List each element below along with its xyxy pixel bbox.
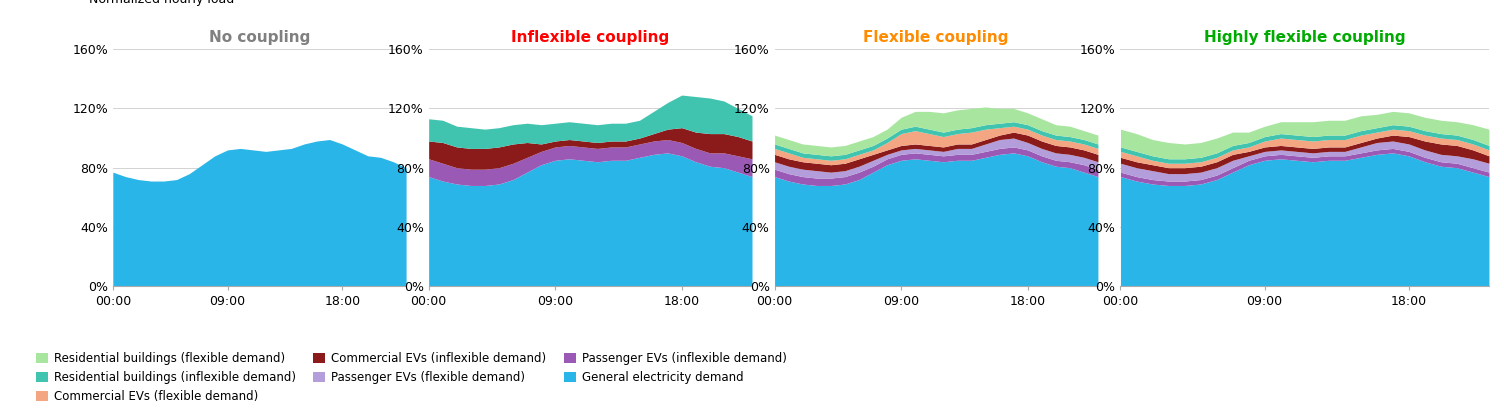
Title: No coupling: No coupling bbox=[209, 30, 310, 45]
Title: Flexible coupling: Flexible coupling bbox=[863, 30, 1009, 45]
Text: Normalized hourly load: Normalized hourly load bbox=[89, 0, 235, 7]
Title: Inflexible coupling: Inflexible coupling bbox=[511, 30, 669, 45]
Legend: Residential buildings (flexible demand), Residential buildings (inflexible deman: Residential buildings (flexible demand),… bbox=[36, 352, 787, 403]
Title: Highly flexible coupling: Highly flexible coupling bbox=[1203, 30, 1406, 45]
